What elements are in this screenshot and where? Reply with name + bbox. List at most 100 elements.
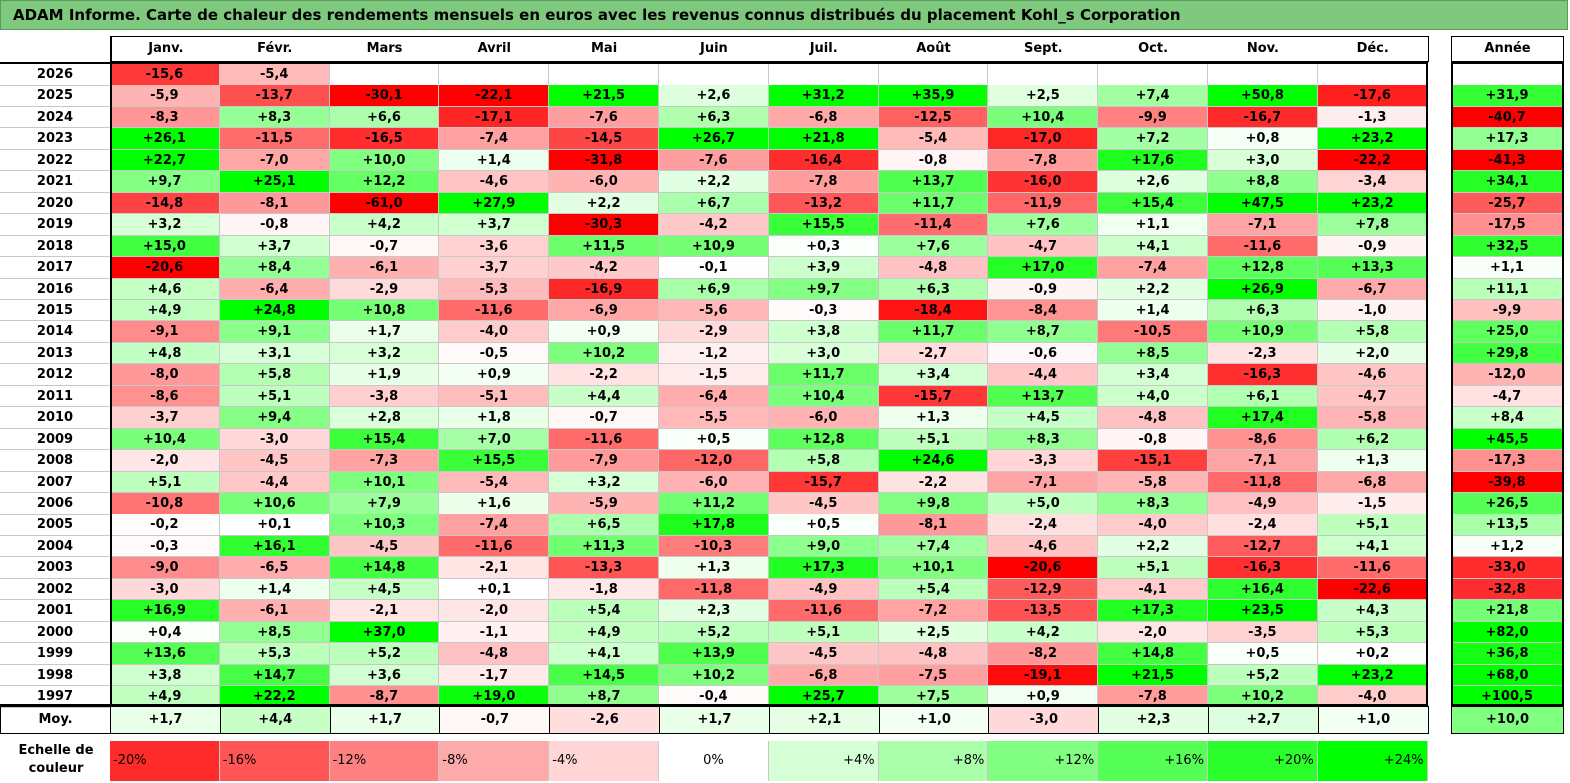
heatmap-cell: +50,8 <box>1208 85 1318 107</box>
heatmap-cell: +4,1 <box>549 643 659 665</box>
annual-cell: -17,3 <box>1451 450 1564 472</box>
year-label: 2006 <box>0 493 110 515</box>
heatmap-cell: +14,5 <box>549 664 659 687</box>
heatmap-cell: +1,9 <box>329 364 440 386</box>
heatmap-cell: -3,7 <box>439 257 550 279</box>
annual-cell: +26,5 <box>1451 493 1564 515</box>
heatmap-cell: -4,6 <box>1317 364 1428 386</box>
heatmap-cell: -4,9 <box>1208 493 1318 515</box>
heatmap-cell: -0,3 <box>110 535 220 558</box>
heatmap-cell: +3,2 <box>549 471 659 494</box>
heatmap-cell: +21,8 <box>768 128 879 150</box>
heatmap-cell: -5,9 <box>110 85 220 107</box>
heatmap-cell: -31,8 <box>549 149 659 172</box>
heatmap-cell: -3,0 <box>219 428 330 451</box>
heatmap-cell: +3,7 <box>219 235 330 258</box>
heatmap-cell: +2,0 <box>1317 342 1428 365</box>
scale-step: -20% <box>110 741 220 781</box>
heatmap-cell: -7,2 <box>878 600 989 622</box>
heatmap-cell: -10,8 <box>110 493 220 515</box>
heatmap-cell: +7,6 <box>988 214 1099 236</box>
scale-step: +12% <box>988 741 1099 781</box>
heatmap-cell: +5,3 <box>1317 621 1428 644</box>
annual-cell: -41,3 <box>1451 149 1564 172</box>
average-cell: -3,0 <box>989 706 1100 734</box>
month-header: Janv. <box>110 36 221 62</box>
heatmap-cell: -0,7 <box>549 407 659 429</box>
heatmap-cell: -6,0 <box>768 407 879 429</box>
heatmap-cell: +14,8 <box>329 557 440 579</box>
heatmap-cell: -6,8 <box>768 664 879 687</box>
annual-cell: +11,1 <box>1451 278 1564 300</box>
heatmap-cell: -6,9 <box>549 299 659 322</box>
heatmap-cell: +3,4 <box>878 364 989 386</box>
heatmap-cell: -22,6 <box>1317 578 1428 601</box>
heatmap-cell: +5,8 <box>768 450 879 472</box>
heatmap-cell: +6,2 <box>1317 428 1428 451</box>
heatmap-cell: +5,2 <box>659 621 769 644</box>
heatmap-cell: -7,8 <box>1098 686 1208 708</box>
month-header: Avril <box>439 36 551 62</box>
heatmap-cell <box>329 64 440 86</box>
heatmap-cell: +2,3 <box>659 600 769 622</box>
heatmap-cell: -4,0 <box>439 321 550 343</box>
heatmap-cell: -5,6 <box>659 299 769 322</box>
scale-step: -16% <box>219 741 330 781</box>
heatmap-cell: +8,3 <box>988 428 1099 451</box>
heatmap-cell: +5,4 <box>878 578 989 601</box>
heatmap-cell: +12,8 <box>768 428 879 451</box>
heatmap-cell: +15,4 <box>1098 192 1208 215</box>
heatmap-cell: +7,8 <box>1317 214 1428 236</box>
heatmap-cell: -12,0 <box>659 450 769 472</box>
heatmap-cell: +4,1 <box>1098 235 1208 258</box>
heatmap-cell: +8,5 <box>1098 342 1208 365</box>
heatmap-cell: +5,1 <box>1098 557 1208 579</box>
heatmap-cell: -13,2 <box>768 192 879 215</box>
heatmap-cell: -14,5 <box>549 128 659 150</box>
heatmap-cell: -7,0 <box>219 149 330 172</box>
heatmap-cell: +5,1 <box>768 621 879 644</box>
average-row: Moy. +1,7 +4,4 +1,7 -0,7 -2,6 +1,7 +2,1 +1,0 -3,… <box>0 706 1568 734</box>
year-label: 2005 <box>0 514 110 536</box>
heatmap-cell: -8,1 <box>219 192 330 215</box>
year-label: 2000 <box>0 622 110 644</box>
heatmap-cell: -3,7 <box>110 407 220 429</box>
heatmap-cell: +6,9 <box>659 278 769 300</box>
average-cell: +1,0 <box>879 706 990 734</box>
month-header: Nov. <box>1208 36 1319 62</box>
heatmap-cell: -6,8 <box>768 106 879 129</box>
heatmap-cell: +8,7 <box>988 321 1099 343</box>
heatmap-cell: -11,6 <box>1317 557 1428 579</box>
heatmap-cell: -17,1 <box>439 106 550 129</box>
heatmap-cell: +13,9 <box>659 643 769 665</box>
heatmap-cell: +10,4 <box>110 428 220 451</box>
average-cell: -2,6 <box>550 706 660 734</box>
heatmap-cell: +10,3 <box>329 514 440 536</box>
heatmap-cell: -1,3 <box>1317 106 1428 129</box>
annual-cell: -25,7 <box>1451 192 1564 215</box>
heatmap-cell: -6,1 <box>219 600 330 622</box>
heatmap-cell: -0,9 <box>988 278 1099 300</box>
heatmap-cell: -16,3 <box>1208 364 1318 386</box>
heatmap-cell: -5,5 <box>659 407 769 429</box>
year-label: 2019 <box>0 214 110 236</box>
annual-cell: +32,5 <box>1451 235 1564 258</box>
heatmap-cell: +5,3 <box>219 643 330 665</box>
heatmap-cell: -0,8 <box>219 214 330 236</box>
title-bar: ADAM Informe. Carte de chaleur des rende… <box>0 0 1568 30</box>
heatmap-cell: +17,3 <box>768 557 879 579</box>
year-label: 2008 <box>0 450 110 472</box>
heatmap-cell: +8,4 <box>219 257 330 279</box>
annual-cell: +1,2 <box>1451 535 1564 558</box>
year-label: 2010 <box>0 407 110 429</box>
heatmap-cell: +26,1 <box>110 128 220 150</box>
heatmap-cell: -2,4 <box>988 514 1099 536</box>
heatmap-cell: -7,8 <box>768 171 879 193</box>
heatmap-cell: +24,6 <box>878 450 989 472</box>
scale-step: +4% <box>768 741 879 781</box>
heatmap-cell: -4,2 <box>659 214 769 236</box>
heatmap-cell: -0,1 <box>659 257 769 279</box>
heatmap-cell: +10,4 <box>768 385 879 408</box>
heatmap-cell: +47,5 <box>1208 192 1318 215</box>
heatmap-cell: -15,6 <box>110 64 220 86</box>
